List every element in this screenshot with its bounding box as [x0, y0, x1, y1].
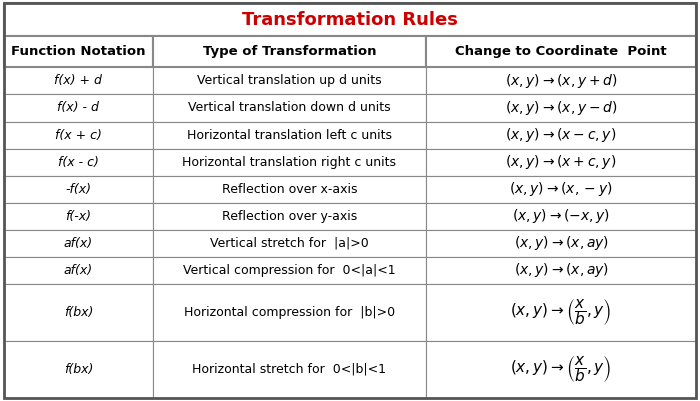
Text: Transformation Rules: Transformation Rules	[242, 11, 458, 28]
Bar	[4, 122, 153, 148]
Bar	[426, 122, 696, 148]
Bar	[153, 284, 426, 341]
Bar	[426, 341, 696, 398]
Bar	[4, 203, 153, 230]
Text: $(x, y) \rightarrow (x + c, y)$: $(x, y) \rightarrow (x + c, y)$	[505, 153, 617, 171]
Text: $(x, y) \rightarrow (x, -y)$: $(x, y) \rightarrow (x, -y)$	[510, 180, 612, 198]
Text: f(bx): f(bx)	[64, 306, 93, 319]
Bar	[426, 257, 696, 284]
Text: f(x + c): f(x + c)	[55, 128, 102, 142]
Text: f(bx): f(bx)	[64, 363, 93, 376]
Text: Vertical translation up d units: Vertical translation up d units	[197, 75, 382, 87]
Bar	[153, 36, 426, 67]
Bar	[426, 36, 696, 67]
Bar	[4, 341, 153, 398]
Text: Vertical stretch for  |a|>0: Vertical stretch for |a|>0	[210, 237, 369, 249]
Bar	[153, 148, 426, 176]
Text: -f(x): -f(x)	[65, 182, 92, 196]
Text: Horizontal translation left c units: Horizontal translation left c units	[187, 128, 392, 142]
Text: f(x - c): f(x - c)	[58, 156, 99, 168]
Text: Reflection over x-axis: Reflection over x-axis	[222, 182, 357, 196]
Bar	[153, 176, 426, 203]
Text: f(x) - d: f(x) - d	[57, 101, 99, 115]
Bar	[4, 95, 153, 122]
Text: f(-x): f(-x)	[65, 210, 92, 223]
Bar	[4, 67, 153, 95]
Text: $(x, y) \rightarrow (x - c, y)$: $(x, y) \rightarrow (x - c, y)$	[505, 126, 617, 144]
Text: Function Notation: Function Notation	[11, 45, 146, 59]
Bar	[426, 67, 696, 95]
Text: f(x) + d: f(x) + d	[55, 75, 102, 87]
Bar	[426, 176, 696, 203]
Text: $(x, y) \rightarrow \left(\dfrac{x}{b}, y\right)$: $(x, y) \rightarrow \left(\dfrac{x}{b}, …	[510, 297, 612, 327]
Bar	[4, 36, 153, 67]
Bar	[153, 95, 426, 122]
Text: af(x): af(x)	[64, 263, 93, 277]
Bar	[153, 122, 426, 148]
Text: $(x, y) \rightarrow (x, ay)$: $(x, y) \rightarrow (x, ay)$	[514, 261, 608, 279]
Bar	[4, 257, 153, 284]
Bar	[153, 341, 426, 398]
Bar	[4, 3, 696, 36]
Bar	[4, 284, 153, 341]
Text: Change to Coordinate  Point: Change to Coordinate Point	[455, 45, 667, 59]
Bar	[4, 230, 153, 257]
Text: Reflection over y-axis: Reflection over y-axis	[222, 210, 357, 223]
Bar	[426, 95, 696, 122]
Text: Horizontal translation right c units: Horizontal translation right c units	[183, 156, 396, 168]
Bar	[426, 284, 696, 341]
Text: $(x, y) \rightarrow (-x, y)$: $(x, y) \rightarrow (-x, y)$	[512, 207, 610, 225]
Text: Vertical compression for  0<|a|<1: Vertical compression for 0<|a|<1	[183, 263, 396, 277]
Text: $(x, y) \rightarrow (x, y - d)$: $(x, y) \rightarrow (x, y - d)$	[505, 99, 617, 117]
Bar	[426, 230, 696, 257]
Bar	[4, 148, 153, 176]
Text: $(x, y) \rightarrow (x, y + d)$: $(x, y) \rightarrow (x, y + d)$	[505, 72, 617, 90]
Text: af(x): af(x)	[64, 237, 93, 249]
Bar	[153, 230, 426, 257]
Text: Vertical translation down d units: Vertical translation down d units	[188, 101, 391, 115]
Bar	[426, 148, 696, 176]
Text: Horizontal compression for  |b|>0: Horizontal compression for |b|>0	[184, 306, 395, 319]
Text: Horizontal stretch for  0<|b|<1: Horizontal stretch for 0<|b|<1	[193, 363, 386, 376]
Bar	[153, 257, 426, 284]
Bar	[153, 203, 426, 230]
Text: $(x, y) \rightarrow \left(\dfrac{x}{b}, y\right)$: $(x, y) \rightarrow \left(\dfrac{x}{b}, …	[510, 354, 612, 385]
Text: Type of Transformation: Type of Transformation	[203, 45, 376, 59]
Bar	[426, 203, 696, 230]
Bar	[4, 176, 153, 203]
Text: $(x, y) \rightarrow (x, ay)$: $(x, y) \rightarrow (x, ay)$	[514, 234, 608, 252]
Bar	[153, 67, 426, 95]
